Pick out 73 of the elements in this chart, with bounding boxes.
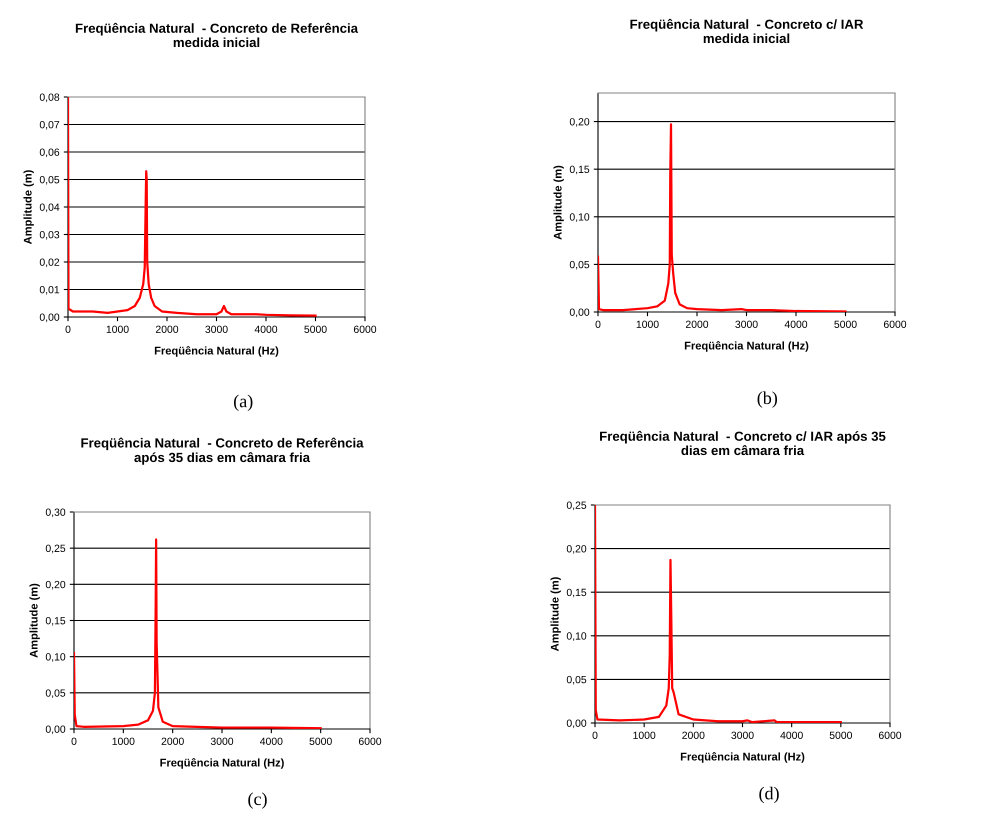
x-axis-title: Freqüência Natural (Hz) xyxy=(160,758,284,769)
x-tick-label: 1000 xyxy=(106,326,129,333)
y-tick-label: 0,20 xyxy=(46,580,66,590)
y-tick-label: 0,08 xyxy=(40,94,60,102)
y-tick-label: 0,15 xyxy=(46,617,66,626)
y-tick-label: 0,00 xyxy=(566,720,586,728)
x-tick-label: 0 xyxy=(72,738,76,745)
x-tick-label: 2000 xyxy=(682,732,705,739)
x-tick-label: 2000 xyxy=(686,320,708,328)
text: (d) xyxy=(759,786,779,804)
y-axis-title: Amplitude (m) xyxy=(553,166,564,240)
x-tick-label: 2000 xyxy=(156,326,178,333)
x-tick-label: 1000 xyxy=(112,738,135,745)
x-tick-label: 1000 xyxy=(636,320,659,328)
y-tick-label: 0,04 xyxy=(40,204,60,212)
x-axis-title: Freqüência Natural (Hz) xyxy=(684,341,808,352)
y-tick-label: 0,10 xyxy=(570,213,590,222)
y-tick-label: 0,20 xyxy=(566,545,586,554)
x-axis-title: Freqüência Natural (Hz) xyxy=(680,752,804,763)
y-tick-label: 0,03 xyxy=(40,231,60,240)
x-tick-label: 6000 xyxy=(358,738,382,745)
y-tick-label: 0,00 xyxy=(40,314,60,322)
y-axis-title: Amplitude (m) xyxy=(550,577,561,652)
line-series xyxy=(598,123,847,312)
line-series xyxy=(74,538,322,729)
y-axis-title: Amplitude (m) xyxy=(23,170,34,244)
x-tick-label: 3000 xyxy=(735,320,758,328)
chart-title: Freqüência Natural - Concreto de Referência após 35 dias em câmara fria xyxy=(81,438,364,465)
x-tick-label: 1000 xyxy=(633,732,656,739)
y-tick-label: 0,10 xyxy=(566,632,586,641)
x-tick-label: 4000 xyxy=(784,320,808,328)
x-tick-label: 0 xyxy=(596,320,600,328)
x-tick-label: 4000 xyxy=(254,326,278,333)
x-tick-label: 5000 xyxy=(830,732,852,739)
y-tick-label: 0,05 xyxy=(40,176,60,185)
x-tick-label: 3000 xyxy=(210,738,234,745)
y-axis-title: Amplitude (m) xyxy=(29,584,40,658)
chart-title: Freqüência Natural - Concreto de Referência medida inicial xyxy=(76,22,358,48)
y-tick-label: 0,07 xyxy=(40,121,60,130)
x-tick-label: 6000 xyxy=(878,732,902,739)
y-tick-label: 0,20 xyxy=(570,118,590,127)
x-tick-label: 3000 xyxy=(205,326,228,333)
y-tick-label: 0,25 xyxy=(46,544,66,554)
x-tick-label: 4000 xyxy=(260,738,283,745)
y-tick-label: 0,02 xyxy=(40,258,60,268)
x-tick-label: 0 xyxy=(592,732,598,739)
y-tick-label: 0,05 xyxy=(46,689,66,698)
y-tick-label: 0,15 xyxy=(570,166,590,174)
x-tick-label: 5000 xyxy=(304,326,327,333)
y-tick-label: 0,01 xyxy=(40,286,60,295)
x-tick-label: 0 xyxy=(66,326,70,333)
x-tick-label: 5000 xyxy=(834,320,857,328)
chart-title: Freqüência Natural - Concreto c/ IAR medida inicial xyxy=(630,18,864,44)
x-tick-label: 6000 xyxy=(354,326,376,333)
y-tick-label: 0,25 xyxy=(566,502,586,510)
y-tick-label: 0,05 xyxy=(566,676,586,685)
x-tick-label: 3000 xyxy=(731,732,754,739)
text: (c) xyxy=(248,792,267,809)
text: (b) xyxy=(758,391,778,408)
y-tick-label: 0,05 xyxy=(570,260,590,270)
chart-title: Freqüência Natural - Concreto c/ IAR após 35 dias em câmara fria xyxy=(600,430,886,456)
x-axis-title: Freqüência Natural (Hz) xyxy=(154,346,278,357)
x-tick-label: 5000 xyxy=(310,738,332,745)
text: (a) xyxy=(234,394,252,411)
y-tick-label: 0,15 xyxy=(566,588,586,598)
y-tick-label: 0,06 xyxy=(40,148,60,158)
x-tick-label: 6000 xyxy=(884,320,906,328)
y-tick-label: 0,30 xyxy=(46,508,66,518)
y-tick-label: 0,00 xyxy=(570,308,590,318)
x-tick-label: 4000 xyxy=(780,732,803,739)
y-tick-label: 0,10 xyxy=(46,653,66,662)
y-tick-label: 0,00 xyxy=(46,726,66,734)
x-tick-label: 2000 xyxy=(162,738,184,745)
